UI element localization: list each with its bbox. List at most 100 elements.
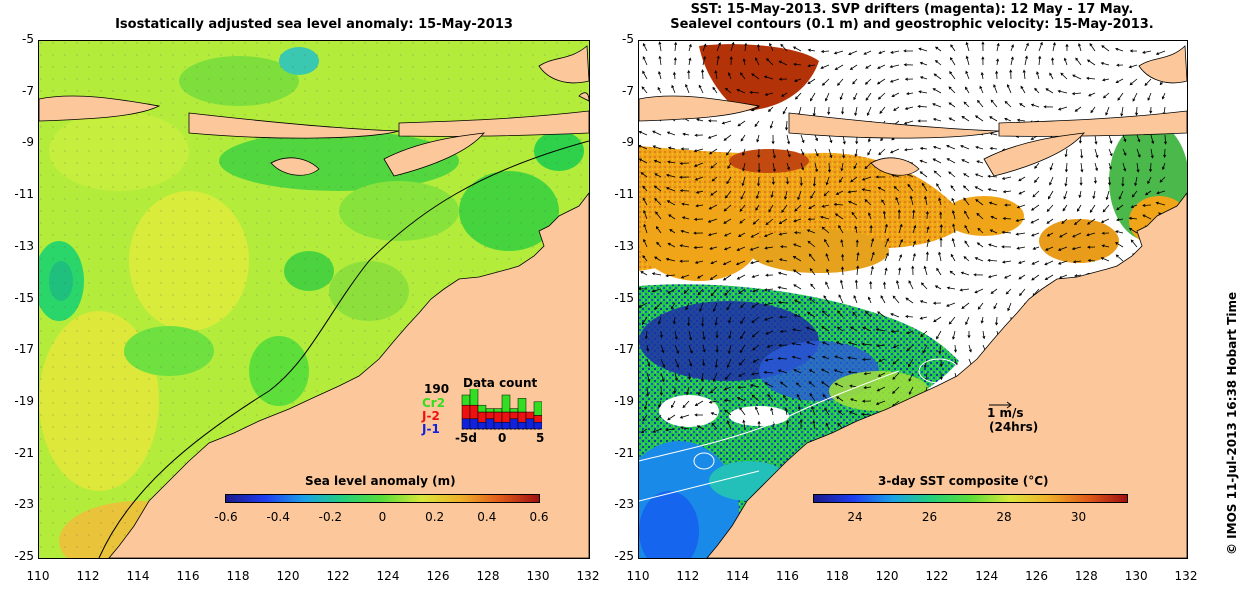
velocity-arrow: [679, 244, 690, 248]
velocity-arrow: [825, 422, 830, 430]
velocity-arrow: [1061, 218, 1068, 224]
colorbar-tick-label: 28: [996, 510, 1012, 524]
velocity-arrow: [938, 197, 942, 206]
velocity-arrow: [1144, 190, 1152, 196]
velocity-arrow: [1036, 71, 1040, 80]
velocity-arrow: [951, 237, 956, 248]
velocity-arrow: [821, 310, 830, 318]
longitude-tick-label: 112: [676, 569, 700, 583]
velocity-arrow: [1010, 44, 1014, 52]
velocity-arrow: [1030, 204, 1040, 211]
velocity-arrow: [1115, 230, 1124, 234]
velocity-arrow: [834, 64, 844, 71]
velocity-arrow: [869, 280, 873, 290]
velocity-arrow: [657, 316, 662, 325]
velocity-arrow: [1043, 105, 1054, 109]
longitude-tick-label: 122: [326, 569, 350, 583]
velocity-arrow: [995, 316, 999, 326]
longitude-tick-label: 120: [875, 569, 899, 583]
velocity-arrow: [1163, 148, 1167, 158]
velocity-arrow: [739, 218, 746, 224]
velocity-arrow: [694, 260, 704, 264]
velocity-arrow: [1129, 49, 1138, 53]
velocity-arrow: [847, 356, 858, 360]
velocity-arrow: [726, 176, 732, 185]
velocity-arrow: [665, 428, 676, 432]
velocity-arrow: [833, 369, 844, 374]
velocity-arrow: [923, 358, 928, 369]
velocity-arrow: [869, 224, 873, 234]
velocity-arrow: [712, 372, 718, 383]
velocity-arrow: [840, 239, 844, 248]
velocity-arrow: [658, 70, 662, 80]
velocity-arrow: [1130, 239, 1138, 248]
velocity-arrow: [781, 92, 788, 97]
longitude-tick-label: 110: [626, 569, 650, 583]
velocity-arrow: [825, 281, 830, 290]
velocity-arrow: [884, 267, 888, 276]
data-count-bar-j1: [525, 418, 535, 430]
legend-cr2: Cr2: [422, 396, 446, 410]
velocity-arrow: [847, 370, 858, 374]
velocity-arrow: [895, 280, 900, 290]
velocity-arrow: [1090, 106, 1096, 114]
velocity-arrow: [778, 60, 788, 66]
velocity-arrow: [728, 330, 732, 340]
velocity-arrow: [1016, 246, 1026, 250]
latitude-tick-label: -17: [614, 342, 634, 357]
velocity-arrow: [934, 285, 942, 290]
velocity-arrow: [674, 372, 678, 382]
velocity-arrow: [953, 344, 957, 353]
velocity-arrow: [702, 55, 707, 66]
velocity-arrow: [877, 64, 886, 69]
velocity-arrow: [666, 173, 676, 178]
velocity-arrow: [707, 134, 718, 139]
velocity-arrow: [724, 288, 732, 296]
velocity-arrow: [786, 419, 790, 430]
velocity-arrow: [853, 162, 858, 170]
velocity-arrow: [926, 226, 930, 234]
velocity-arrow: [652, 130, 662, 136]
velocity-arrow: [882, 210, 886, 220]
velocity-arrow: [870, 251, 875, 262]
velocity-arrow: [852, 78, 858, 85]
velocity-arrow: [949, 56, 956, 66]
velocity-arrow: [694, 133, 704, 137]
velocity-arrow: [642, 197, 648, 206]
velocity-arrow: [754, 57, 760, 66]
velocity-arrow: [714, 316, 718, 326]
colorbar-tick-label: 30: [1070, 510, 1087, 524]
velocity-arrow: [807, 64, 816, 68]
velocity-arrow: [1114, 242, 1124, 248]
velocity-arrow: [861, 188, 872, 192]
velocity-arrow: [932, 118, 942, 122]
velocity-arrow: [923, 265, 928, 276]
velocity-arrow: [716, 42, 721, 52]
longitude-tick-label: 114: [126, 569, 150, 583]
data-count-bar-cr2: [509, 408, 519, 413]
velocity-arrow: [739, 344, 746, 354]
velocity-arrow: [763, 302, 774, 307]
velocity-arrow: [697, 274, 704, 279]
velocity-arrow: [1046, 232, 1054, 237]
velocity-arrow: [909, 195, 914, 206]
velocity-arrow: [723, 218, 732, 224]
velocity-arrow: [799, 176, 803, 187]
velocity-arrow: [964, 210, 970, 220]
latitude-tick-label: -23: [614, 497, 634, 512]
velocity-arrow: [864, 310, 872, 318]
velocity-arrow: [751, 316, 760, 324]
velocity-arrow: [1147, 92, 1152, 101]
velocity-arrow: [837, 310, 844, 318]
velocity-arrow: [975, 145, 984, 150]
velocity-arrow: [738, 358, 746, 366]
velocity-arrow: [824, 92, 830, 102]
right-map-title-line1: SST: 15-May-2013. SVP drifters (magenta)…: [690, 2, 1134, 17]
velocity-arrow: [1004, 117, 1012, 122]
velocity-arrow: [722, 274, 732, 281]
velocity-arrow: [736, 88, 746, 94]
velocity-arrow: [838, 224, 844, 234]
velocity-arrow: [1108, 148, 1113, 157]
data-count-axis-end: 5: [536, 431, 545, 445]
data-count-bar-j1: [485, 418, 495, 430]
